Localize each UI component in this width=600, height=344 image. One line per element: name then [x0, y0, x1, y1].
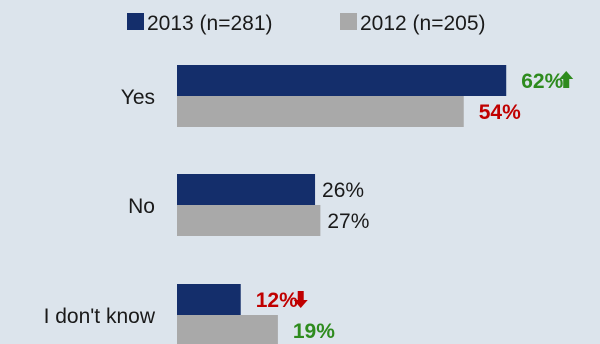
legend-swatch-2013	[127, 13, 144, 30]
data-label-2012-2: 19%	[293, 320, 335, 343]
bar-2012-0	[177, 96, 464, 127]
legend-label-2012: 2012 (n=205)	[360, 12, 486, 35]
legend-swatch-2012	[340, 13, 357, 30]
category-label: I don't know	[44, 305, 156, 328]
data-label-2012-0: 54%	[479, 101, 521, 124]
data-label-2013-2: 12%	[256, 289, 298, 312]
category-label: No	[128, 195, 155, 218]
data-label-2013-0: 62%	[521, 70, 563, 93]
chart-legend: 2013 (n=281) 2012 (n=205)	[127, 12, 486, 35]
arrow-up-icon	[559, 71, 574, 88]
data-label-2012-1: 27%	[327, 210, 369, 233]
category-label: Yes	[121, 86, 155, 109]
plot-area: Yes 62%54% No 26% 27% I don't know 12% 19%	[44, 65, 574, 344]
bar-2013-1	[177, 174, 316, 205]
bar-2012-1	[177, 205, 321, 236]
arrow-down-icon	[293, 291, 308, 308]
legend-label-2013: 2013 (n=281)	[147, 12, 273, 35]
bar-2013-2	[177, 284, 241, 315]
bar-2012-2	[177, 315, 278, 344]
data-label-2013-1: 26%	[322, 179, 364, 202]
bar-2013-0	[177, 65, 507, 96]
